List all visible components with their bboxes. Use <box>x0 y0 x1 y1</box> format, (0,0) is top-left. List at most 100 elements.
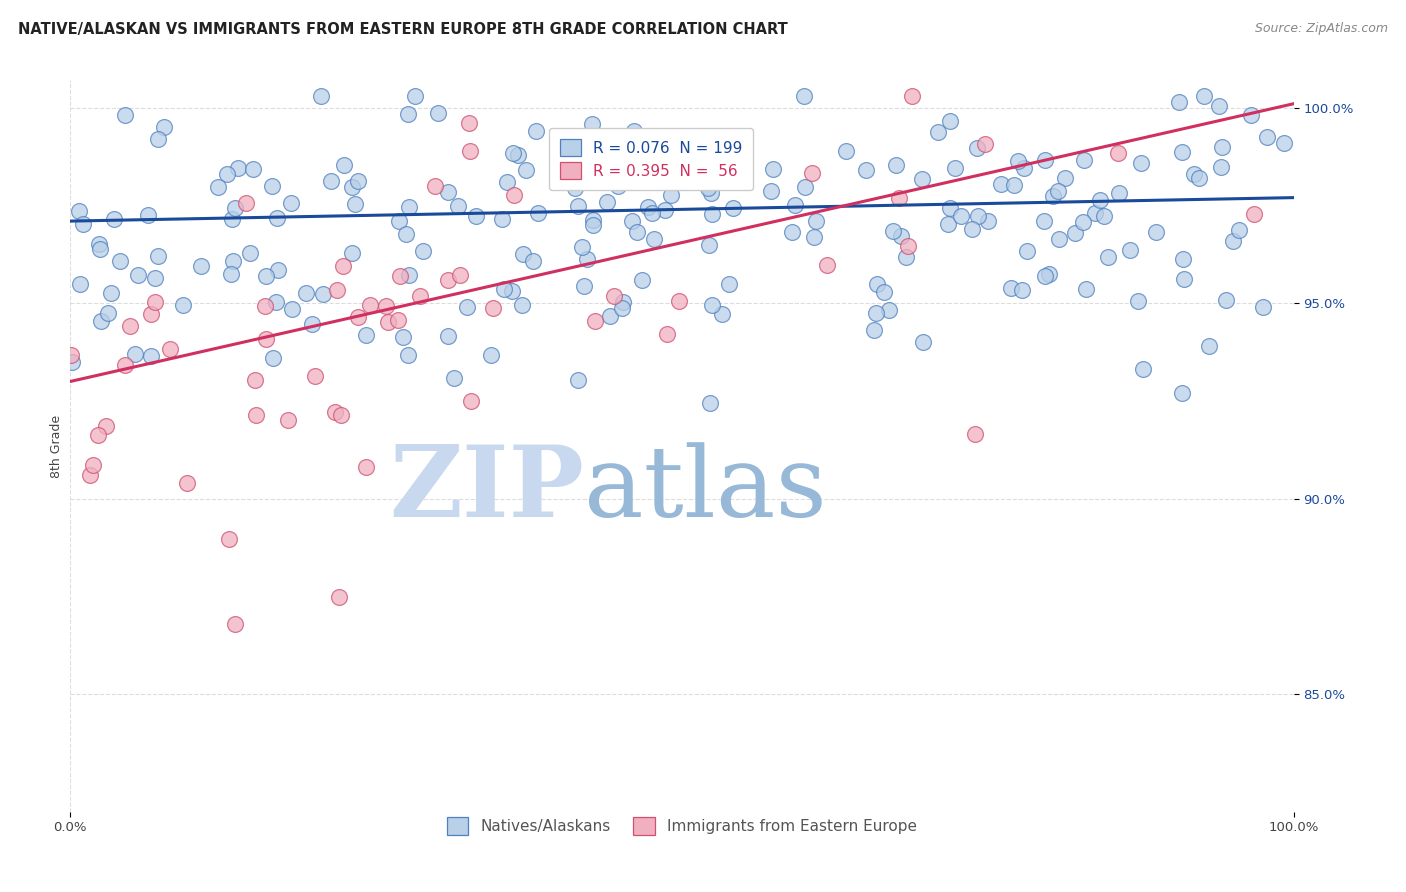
Point <box>939 202 962 216</box>
Point <box>492 282 515 296</box>
Point <box>1084 206 1107 220</box>
Point <box>1227 222 1250 236</box>
Point <box>977 214 1000 228</box>
Point <box>1033 213 1056 227</box>
Point <box>620 158 643 172</box>
Point <box>148 132 170 146</box>
Legend: Natives/Alaskans, Immigrants from Eastern Europe: Natives/Alaskans, Immigrants from Easter… <box>437 808 927 845</box>
Point <box>1256 129 1278 144</box>
Point <box>1033 153 1056 167</box>
Point <box>1053 170 1076 185</box>
Point <box>855 163 877 178</box>
Point <box>894 250 917 264</box>
Point <box>224 202 246 216</box>
Point <box>512 247 534 261</box>
Point <box>301 317 323 331</box>
Point <box>94 418 117 433</box>
Point <box>865 305 887 319</box>
Point <box>501 285 523 299</box>
Point <box>127 268 149 282</box>
Point <box>835 144 858 158</box>
Point <box>567 373 589 387</box>
Point <box>124 347 146 361</box>
Point <box>966 209 988 223</box>
Point <box>332 259 354 273</box>
Point <box>87 237 110 252</box>
Point <box>582 219 605 233</box>
Point <box>219 267 242 281</box>
Point <box>697 238 720 252</box>
Point <box>803 230 825 244</box>
Point <box>637 200 659 214</box>
Point <box>1168 95 1191 109</box>
Point <box>347 174 370 188</box>
Point <box>911 334 934 349</box>
Point <box>793 180 815 194</box>
Point <box>1240 108 1263 122</box>
Point <box>1038 267 1060 281</box>
Point <box>762 162 785 177</box>
Point <box>1274 136 1296 150</box>
Point <box>311 286 333 301</box>
Point <box>1092 209 1115 223</box>
Point <box>626 225 648 239</box>
Point <box>96 306 118 320</box>
Point <box>1042 189 1064 203</box>
Point <box>396 107 419 121</box>
Point <box>479 348 502 362</box>
Point <box>731 151 754 165</box>
Point <box>581 117 603 131</box>
Point <box>612 295 634 310</box>
Point <box>354 459 377 474</box>
Point <box>721 201 744 215</box>
Point <box>673 174 696 188</box>
Point <box>890 228 912 243</box>
Point <box>374 299 396 313</box>
Point <box>437 273 460 287</box>
Point <box>326 283 349 297</box>
Point <box>882 223 904 237</box>
Point <box>277 413 299 427</box>
Point <box>1130 156 1153 170</box>
Point <box>207 179 229 194</box>
Point <box>103 212 125 227</box>
Point <box>460 393 482 408</box>
Point <box>447 199 470 213</box>
Point <box>574 279 596 293</box>
Point <box>482 301 505 315</box>
Text: Source: ZipAtlas.com: Source: ZipAtlas.com <box>1254 22 1388 36</box>
Point <box>943 161 966 175</box>
Point <box>502 146 524 161</box>
Point <box>458 145 481 159</box>
Point <box>437 328 460 343</box>
Point <box>412 244 434 258</box>
Point <box>582 212 605 227</box>
Point <box>1047 232 1070 246</box>
Point <box>224 617 246 632</box>
Point <box>1097 251 1119 265</box>
Point <box>965 427 987 442</box>
Point <box>717 277 740 291</box>
Point <box>221 211 243 226</box>
Point <box>571 240 593 254</box>
Text: NATIVE/ALASKAN VS IMMIGRANTS FROM EASTERN EUROPE 8TH GRADE CORRELATION CHART: NATIVE/ALASKAN VS IMMIGRANTS FROM EASTER… <box>18 22 787 37</box>
Point <box>654 203 676 218</box>
Point <box>409 289 432 303</box>
Point <box>245 408 267 422</box>
Point <box>1007 154 1029 169</box>
Point <box>464 209 486 223</box>
Point <box>114 108 136 122</box>
Point <box>1182 168 1205 182</box>
Point <box>1119 243 1142 257</box>
Point <box>1144 225 1167 239</box>
Point <box>1071 215 1094 229</box>
Point <box>1192 89 1215 103</box>
Point <box>425 179 447 194</box>
Point <box>575 252 598 267</box>
Point <box>873 285 896 300</box>
Point <box>304 369 326 384</box>
Point <box>260 179 283 194</box>
Point <box>793 89 815 103</box>
Point <box>136 208 159 222</box>
Point <box>1063 226 1085 240</box>
